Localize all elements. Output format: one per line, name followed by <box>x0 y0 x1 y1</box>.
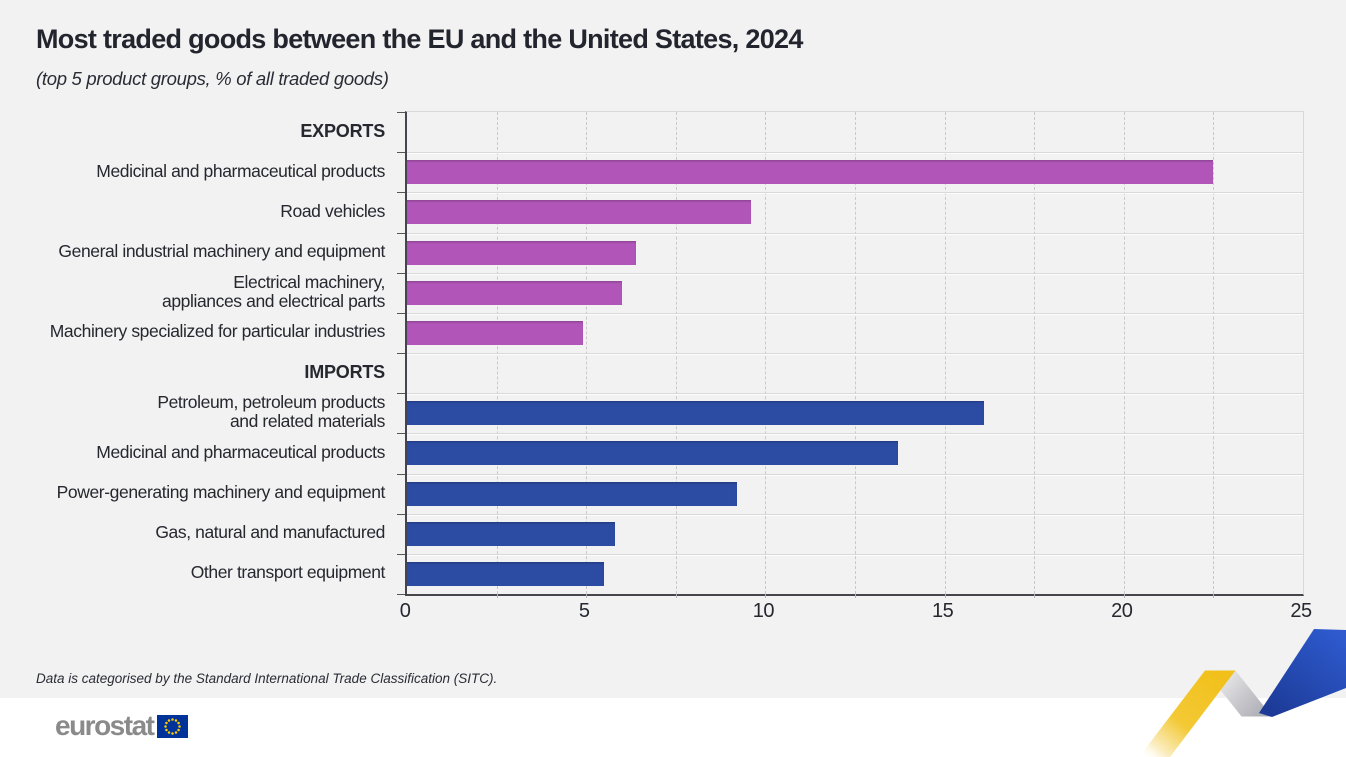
x-axis-label: 5 <box>578 600 590 622</box>
category-label: Medicinal and pharmaceutical products <box>96 160 385 181</box>
section-header: EXPORTS <box>300 120 385 141</box>
y-axis-tick <box>397 232 405 234</box>
bar <box>407 441 898 466</box>
footnote: Data is categorised by the Standard Inte… <box>36 671 498 686</box>
row-separator <box>407 433 1303 435</box>
y-axis-tick <box>397 433 405 435</box>
category-label: Machinery specialized for particular ind… <box>49 321 386 342</box>
bar <box>407 481 737 506</box>
category-label: Gas, natural and manufactured <box>155 522 385 543</box>
x-axis-label: 15 <box>931 600 954 622</box>
category-label: General industrial machinery and equipme… <box>58 241 385 262</box>
category-label: Power-generating machinery and equipment <box>56 482 386 503</box>
category-label: Petroleum, petroleum products and relate… <box>157 392 385 432</box>
bar <box>407 200 752 225</box>
x-axis-tick <box>586 594 588 598</box>
row-separator <box>407 553 1303 555</box>
bar <box>407 280 623 305</box>
footer-strip <box>0 698 1346 757</box>
y-axis-tick <box>397 513 405 515</box>
row-separator <box>407 353 1303 354</box>
x-axis-tick <box>855 594 856 598</box>
x-axis-label: 0 <box>399 600 411 622</box>
x-axis-label: 25 <box>1290 600 1312 622</box>
y-axis-tick <box>397 272 405 274</box>
plot-area <box>397 111 1304 598</box>
x-axis-tick <box>944 594 946 598</box>
row-separator <box>407 192 1303 194</box>
x-axis-tick <box>1213 594 1215 598</box>
eu-flag-icon <box>157 714 189 738</box>
section-header: IMPORTS <box>304 361 385 382</box>
category-label: Medicinal and pharmaceutical products <box>96 441 385 462</box>
category-label: Road vehicles <box>280 200 385 221</box>
y-axis-tick <box>397 353 405 354</box>
bar <box>407 240 637 265</box>
x-axis-label: 10 <box>752 600 775 622</box>
y-axis-tick <box>397 112 405 113</box>
row-separator <box>407 513 1303 515</box>
x-axis-tick <box>765 594 767 598</box>
y-axis-tick <box>397 594 405 595</box>
y-axis-tick <box>397 473 405 475</box>
x-axis-tick <box>496 594 498 598</box>
x-axis-tick <box>1123 594 1125 598</box>
y-axis-tick <box>397 553 405 555</box>
eurostat-logo: eurostat <box>55 710 189 741</box>
row-separator <box>407 272 1303 274</box>
row-separator <box>407 312 1303 314</box>
x-axis-tick <box>1034 594 1036 598</box>
row-separator <box>407 232 1303 234</box>
trend-ribbon-graphic <box>1139 629 1346 757</box>
x-axis-labels: 0 5 10 15 20 25 <box>400 600 1312 626</box>
bar <box>407 320 583 345</box>
x-axis-label: 20 <box>1111 600 1133 622</box>
category-labels: EXPORTS Medicinal and pharmaceutical prod… <box>0 111 395 593</box>
category-label: Other transport equipment <box>190 562 386 583</box>
chart-title: Most traded goods between the EU and the… <box>36 24 803 54</box>
row-separator <box>407 152 1303 154</box>
bar <box>407 401 985 426</box>
bar <box>407 160 1214 185</box>
x-axis-tick <box>675 594 677 598</box>
y-axis-tick <box>397 192 405 194</box>
eurostat-logo-text: eurostat <box>55 710 155 741</box>
y-axis-tick <box>397 312 405 314</box>
row-separator <box>407 473 1303 475</box>
category-label: Electrical machinery, appliances and ele… <box>161 271 385 311</box>
bar <box>407 521 615 546</box>
ribbon-yellow-band <box>1139 670 1236 757</box>
row-separator <box>407 393 1303 395</box>
ribbon-blue-band <box>1259 629 1346 717</box>
bar <box>407 561 605 586</box>
chart-subtitle: (top 5 product groups, % of all traded g… <box>36 68 389 89</box>
y-axis-tick <box>397 393 405 395</box>
y-axis-tick <box>397 152 405 154</box>
